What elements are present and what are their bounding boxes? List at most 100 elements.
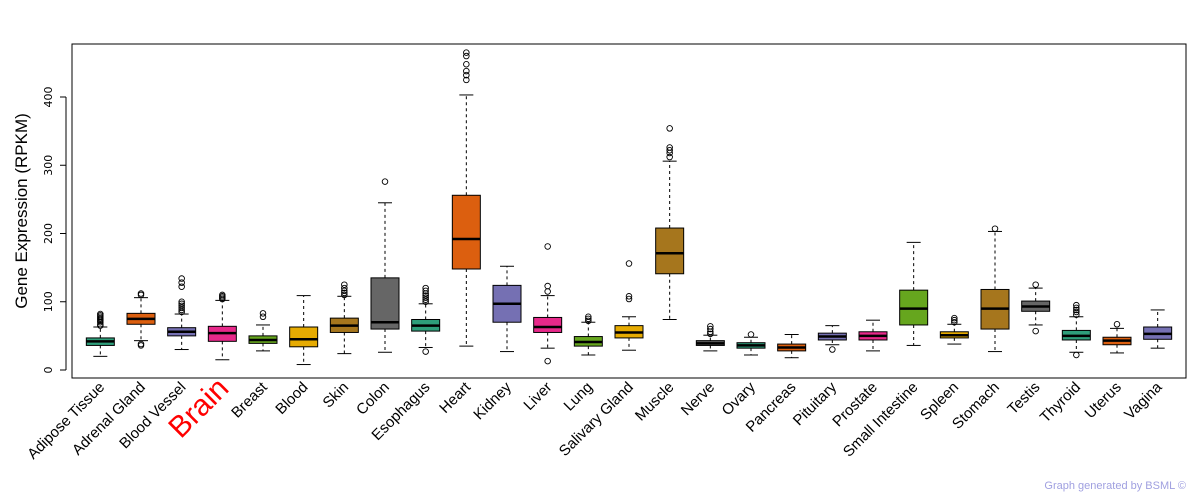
outlier-point	[422, 294, 429, 301]
outlier-point	[666, 144, 673, 151]
outlier-point	[137, 340, 145, 348]
outlier-point	[544, 282, 551, 290]
outlier-point	[625, 295, 633, 303]
box-series	[85, 49, 1173, 366]
footer-credit: Graph generated by BSML ©	[1044, 480, 1186, 492]
box-adrenal-gland	[126, 290, 156, 349]
x-tick-label: Blood	[272, 379, 311, 418]
x-tick-label: Kidney	[470, 378, 515, 423]
y-axis: 0 100 200 300 400	[42, 87, 67, 374]
x-tick-label: Vagina	[1121, 378, 1166, 423]
box-iqr	[533, 316, 563, 333]
outlier-point	[1073, 311, 1080, 318]
outlier-point	[1113, 321, 1121, 328]
y-tick-label: 400	[42, 87, 55, 108]
box-spleen	[939, 314, 969, 345]
outlier-point	[178, 283, 185, 290]
outlier-point	[666, 146, 673, 154]
x-tick-label: Thyroid	[1037, 379, 1084, 426]
box-pituitary	[817, 325, 847, 353]
y-tick-label: 300	[42, 155, 55, 176]
outlier-point	[666, 125, 673, 132]
outlier-point	[1073, 351, 1080, 359]
x-tick-label: Breast	[228, 378, 271, 421]
x-tick-label: Skin	[320, 379, 353, 412]
outlier-point	[178, 279, 185, 286]
box-heart	[451, 49, 481, 347]
outlier-point	[951, 318, 958, 326]
outlier-point	[1032, 281, 1039, 288]
outlier-point	[341, 281, 348, 288]
outlier-point	[585, 313, 592, 321]
plot-frame	[71, 43, 1187, 379]
outlier-point	[259, 313, 267, 321]
outlier-point	[707, 323, 714, 330]
box-brain	[207, 291, 237, 361]
box-blood	[289, 295, 319, 366]
outlier-point	[259, 310, 267, 317]
outlier-point	[625, 293, 633, 300]
outlier-point	[1073, 308, 1080, 316]
outlier-point	[178, 300, 185, 308]
outlier-point	[341, 289, 348, 297]
box-stomach	[980, 225, 1010, 353]
outlier-point	[1073, 304, 1080, 312]
outlier-point	[991, 225, 999, 232]
box-colon	[370, 178, 400, 353]
box-esophagus	[411, 284, 441, 355]
box-vagina	[1143, 309, 1173, 349]
outlier-point	[422, 298, 429, 306]
outlier-point	[178, 298, 185, 306]
outlier-point	[178, 302, 185, 310]
outlier-point	[463, 76, 470, 84]
outlier-point	[219, 291, 226, 299]
box-kidney	[492, 265, 522, 353]
box-lung	[573, 313, 603, 356]
outlier-point	[1032, 327, 1039, 335]
x-tick-label: Small Intestine	[840, 379, 922, 461]
y-tick-label: 200	[42, 223, 55, 244]
box-iqr	[289, 326, 319, 348]
outlier-point	[97, 310, 104, 318]
outlier-point	[178, 304, 185, 312]
outlier-point	[137, 290, 145, 297]
outlier-point	[381, 178, 389, 185]
x-tick-label: Salivary Gland	[556, 379, 637, 460]
outlier-point	[625, 260, 633, 267]
box-pancreas	[777, 334, 807, 359]
box-iqr	[451, 194, 481, 270]
outlier-point	[341, 291, 348, 299]
box-ovary	[736, 331, 766, 356]
outlier-point	[666, 153, 673, 161]
box-iqr	[655, 227, 685, 275]
x-tick-label: Heart	[436, 378, 475, 417]
box-iqr	[370, 277, 400, 330]
outlier-point	[951, 314, 958, 322]
outlier-point	[544, 357, 551, 365]
box-thyroid	[1061, 301, 1091, 359]
outlier-point	[422, 296, 429, 303]
box-blood-vessel	[167, 275, 197, 351]
outlier-point	[97, 321, 104, 328]
x-tick-label: Lung	[561, 379, 597, 415]
outlier-point	[829, 346, 836, 353]
outlier-point	[178, 308, 185, 316]
outlier-point	[951, 316, 958, 324]
x-tick-label: Uterus	[1082, 379, 1125, 422]
outlier-point	[341, 284, 348, 292]
y-axis-label: Gene Expression (RPKM)	[12, 113, 31, 309]
outlier-point	[707, 330, 714, 338]
outlier-point	[463, 60, 470, 68]
outlier-point	[422, 284, 429, 292]
outlier-point	[544, 288, 551, 295]
box-skin	[329, 281, 359, 355]
outlier-point	[178, 306, 185, 314]
outlier-point	[585, 315, 592, 323]
outlier-point	[178, 275, 185, 282]
box-nerve	[695, 323, 725, 352]
outlier-point	[747, 331, 755, 338]
box-testis	[1021, 281, 1051, 335]
outlier-point	[707, 325, 714, 333]
